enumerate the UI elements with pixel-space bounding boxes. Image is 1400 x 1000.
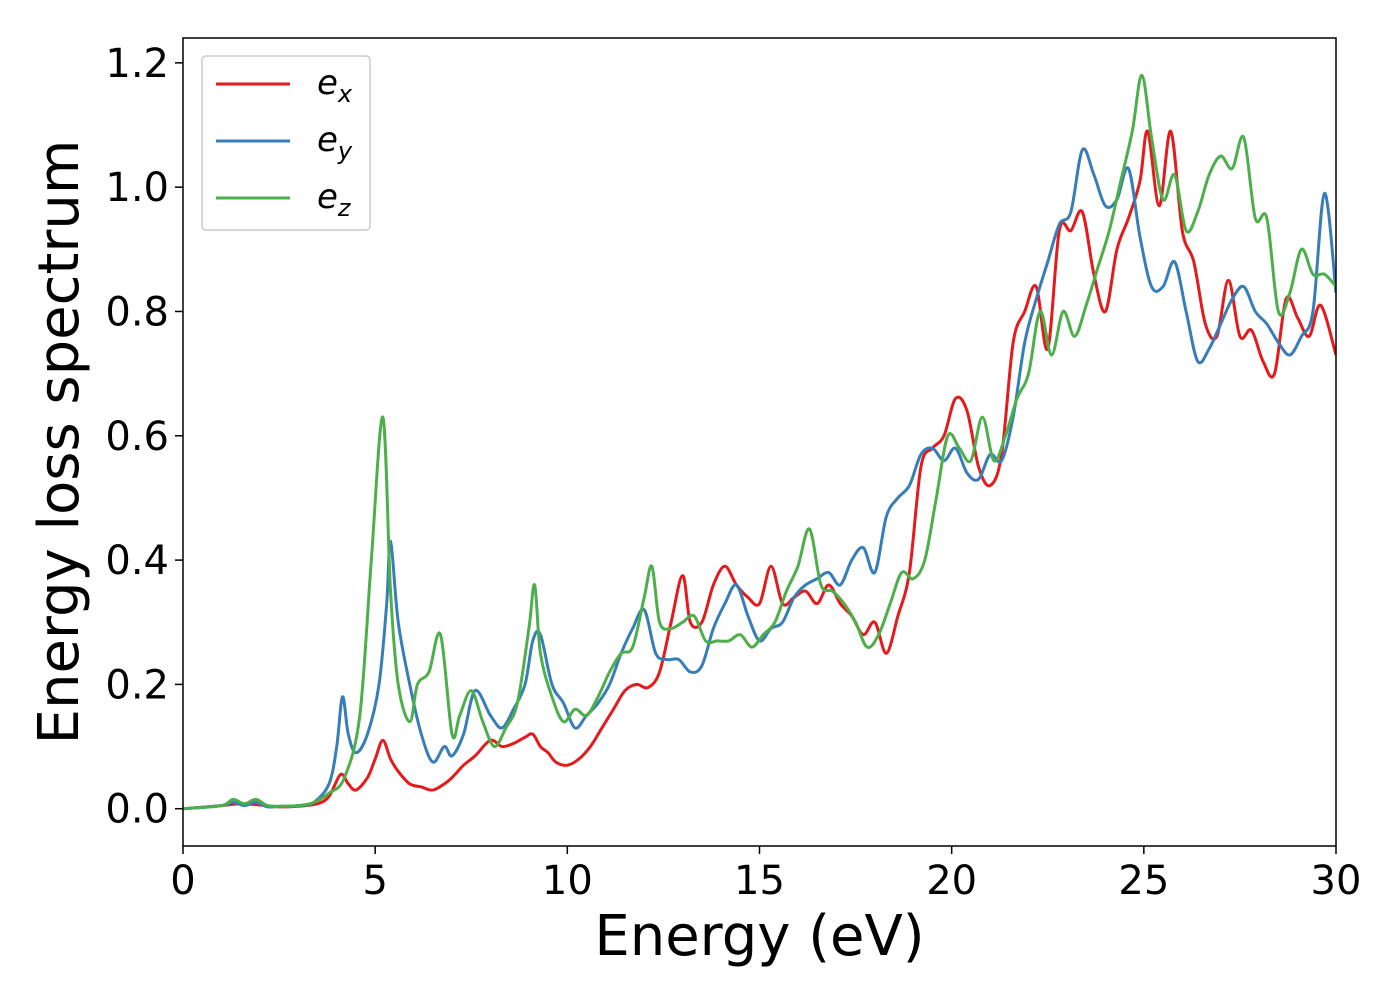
y-tick-label: 0.6 [105,414,169,460]
series-line-z [183,73,1336,811]
x-axis: 0 5 10 15 20 25 30 [170,846,1361,904]
legend-label-base: e [317,120,338,160]
legend-item-x: ex [216,63,353,108]
series-layer [183,73,1336,811]
x-tick-label: 10 [542,858,593,904]
legend-label: ey [317,120,353,165]
x-axis-title: Energy (eV) [594,904,924,969]
legend-item-y: ey [216,120,353,165]
x-tick-label: 20 [926,858,977,904]
y-tick-label: 1.0 [105,165,169,211]
legend-label-subscript: y [337,137,353,165]
legend-label: ez [317,177,352,222]
legend-box [201,55,371,231]
x-tick-label: 0 [170,858,195,904]
legend-label-subscript: x [337,80,353,108]
legend-label-base: e [317,63,338,103]
series-line-x [183,129,1336,811]
y-tick-label: 0.0 [105,787,169,833]
y-axis-title: Energy loss spectrum [27,140,92,745]
x-tick-label: 25 [1118,858,1169,904]
y-tick-label: 0.8 [105,289,169,335]
legend-item-z: ez [216,177,352,222]
legend-label-base: e [317,177,338,217]
legend-label: ex [317,63,353,108]
y-tick-label: 0.2 [105,662,169,708]
y-tick-label: 0.4 [105,538,169,584]
legend-label-subscript: z [337,194,352,222]
y-axis: 0.0 0.2 0.4 0.6 0.8 1.0 1.2 [105,41,183,833]
series-line-y [183,147,1336,811]
x-tick-label: 15 [734,858,785,904]
x-tick-label: 5 [362,858,387,904]
y-tick-label: 1.2 [105,41,169,87]
x-tick-label: 30 [1311,858,1362,904]
